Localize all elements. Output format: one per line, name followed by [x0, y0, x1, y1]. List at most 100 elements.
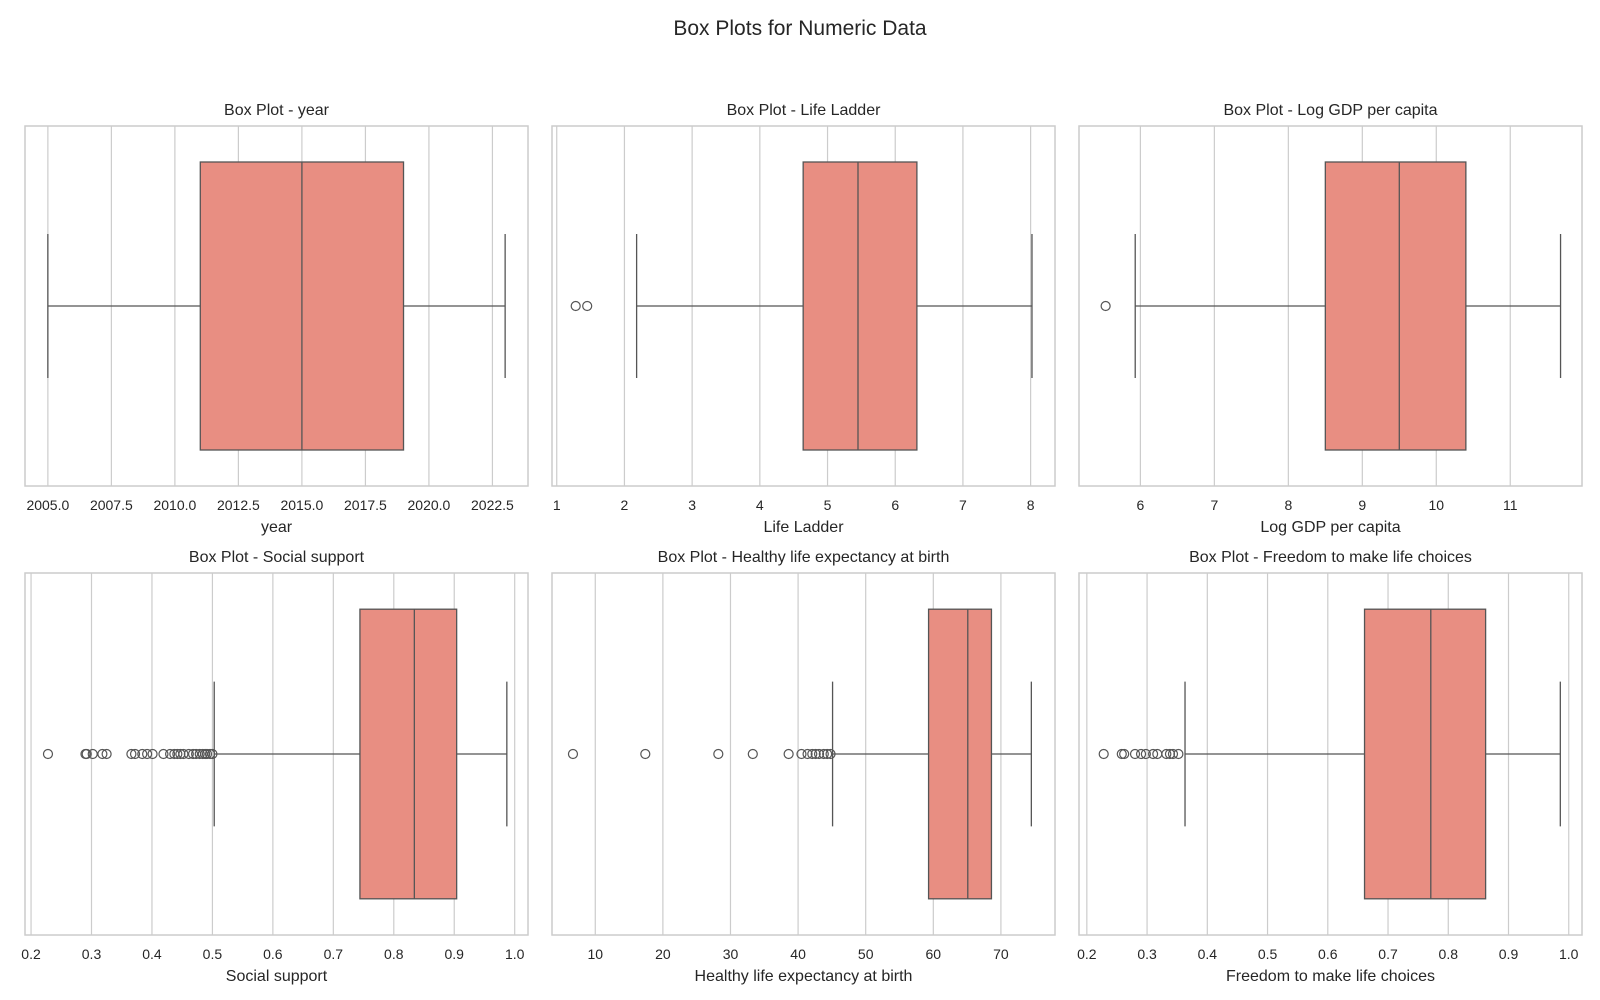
x-tick-label: 9 [1358, 497, 1366, 513]
iqr-box [802, 161, 918, 451]
x-tick-label: 0.8 [384, 946, 404, 962]
x-tick-label: 4 [756, 497, 764, 513]
outlier-point [1167, 748, 1179, 760]
subplot-title: Box Plot - Log GDP per capita [1223, 102, 1437, 119]
outlier-point [129, 748, 141, 760]
x-axis-label: Freedom to make life choices [1226, 968, 1435, 985]
x-tick-label: 30 [723, 946, 739, 962]
x-tick-label: 2010.0 [153, 497, 196, 513]
subplot-3: 6 7 8 9 10 11 Log GDP per capita Box Plot - Log… [1078, 102, 1583, 536]
plot-frame [551, 125, 1056, 487]
x-tick-label: 0.5 [1258, 946, 1278, 962]
subplot-6: 0.2 0.3 0.4 0.5 0.6 0.7 0.8 0.9 1.0 Freedom to ma… [1077, 549, 1583, 985]
x-tick-label: 0.2 [21, 946, 41, 962]
outlier-point [1173, 748, 1184, 760]
outlier-point [802, 748, 813, 760]
x-tick-label: 10 [587, 946, 603, 962]
x-axis-label: Life Ladder [763, 519, 844, 536]
outlier-point [207, 748, 218, 760]
outlier-point [164, 748, 176, 760]
x-tick-label: 2015.0 [280, 497, 323, 513]
outlier-point [142, 748, 153, 760]
outlier-point [194, 748, 205, 760]
x-tick-label: 2005.0 [26, 497, 69, 513]
outlier-point [178, 748, 189, 760]
outlier-point [137, 748, 148, 760]
x-tick-label: 1 [553, 497, 561, 513]
x-tick-label: 2020.0 [408, 497, 451, 513]
x-tick-label: 0.5 [203, 946, 223, 962]
outlier-point [825, 748, 836, 760]
plot-frame [1078, 125, 1583, 487]
outlier-point [783, 748, 794, 760]
plot-frame [551, 572, 1056, 936]
outlier-point [747, 748, 758, 760]
outlier-point [1098, 748, 1109, 760]
x-tick-label: 6 [1136, 497, 1144, 513]
x-tick-label: 11 [1503, 497, 1518, 513]
plot-frame [24, 125, 529, 487]
outlier-point [183, 748, 194, 760]
outlier-point [1140, 748, 1151, 760]
iqr-box [927, 608, 993, 900]
x-tick-label: 0.3 [82, 946, 102, 962]
x-axis-label: Social support [226, 968, 328, 985]
outlier-point [1100, 300, 1111, 312]
x-tick-label: 2022.5 [471, 497, 514, 513]
x-tick-label: 0.6 [263, 946, 283, 962]
x-tick-label: 0.7 [1378, 946, 1398, 962]
outlier-point [172, 748, 183, 760]
outlier-point [813, 748, 825, 760]
outlier-point [42, 748, 54, 760]
x-tick-label: 2 [621, 497, 629, 513]
outlier-point [822, 748, 833, 760]
outlier-point [810, 748, 821, 760]
subplot-title: Box Plot - Healthy life expectancy at bi… [658, 549, 950, 566]
iqr-box [1363, 608, 1487, 900]
subplot-title: Box Plot - Freedom to make life choices [1189, 549, 1472, 566]
x-tick-label: 0.3 [1137, 946, 1157, 962]
outlier-point [1119, 748, 1130, 760]
iqr-box [359, 608, 458, 900]
x-tick-label: 2007.5 [90, 497, 133, 513]
outlier-point [570, 300, 581, 312]
outlier-point [97, 748, 108, 760]
x-tick-label: 0.9 [1499, 946, 1519, 962]
outlier-point [1161, 748, 1172, 760]
x-axis-label: Healthy life expectancy at birth [695, 968, 913, 985]
x-tick-label: 7 [1210, 497, 1218, 513]
figure-title: Box Plots for Numeric Data [673, 17, 927, 40]
x-tick-label: 60 [926, 946, 942, 962]
x-tick-label: 0.6 [1318, 946, 1338, 962]
outlier-point [713, 748, 724, 760]
subplot-title: Box Plot - year [224, 102, 330, 119]
x-axis-label: year [261, 519, 293, 536]
outlier-point [1135, 748, 1147, 760]
x-tick-label: 0.4 [1198, 946, 1218, 962]
x-tick-label: 7 [959, 497, 967, 513]
subplot-1: 2005.0 2007.5 2010.0 2012.5 2015.0 2017.5 2020… [24, 102, 529, 536]
x-tick-label: 70 [993, 946, 1009, 962]
subplot-title: Box Plot - Life Ladder [727, 102, 882, 119]
subplot-grid: 2005.0 2007.5 2010.0 2012.5 2015.0 2017.5 2020… [21, 102, 1583, 985]
outlier-point [101, 748, 112, 760]
x-tick-label: 8 [1027, 497, 1035, 513]
x-tick-label: 0.9 [445, 946, 465, 962]
x-tick-label: 1.0 [1559, 946, 1579, 962]
outlier-point [147, 748, 158, 760]
x-tick-label: 50 [858, 946, 874, 962]
outlier-point [1116, 748, 1127, 760]
outlier-point [197, 748, 208, 760]
subplot-4: 0.2 0.3 0.4 0.5 0.6 0.7 0.8 0.9 1.0 Social suppor… [21, 549, 529, 985]
outlier-point [187, 748, 199, 760]
x-tick-label: 0.8 [1439, 946, 1459, 962]
x-tick-label: 0.4 [142, 946, 162, 962]
x-tick-label: 2012.5 [217, 497, 260, 513]
subplot-2: 1 2 3 4 5 6 7 8 Life Ladder Box Plot - Life Ladde… [551, 102, 1056, 536]
outlier-point [126, 748, 137, 760]
plot-frame [24, 572, 529, 936]
outlier-point [807, 748, 818, 760]
outlier-point [582, 300, 593, 312]
outlier-point [81, 748, 92, 760]
